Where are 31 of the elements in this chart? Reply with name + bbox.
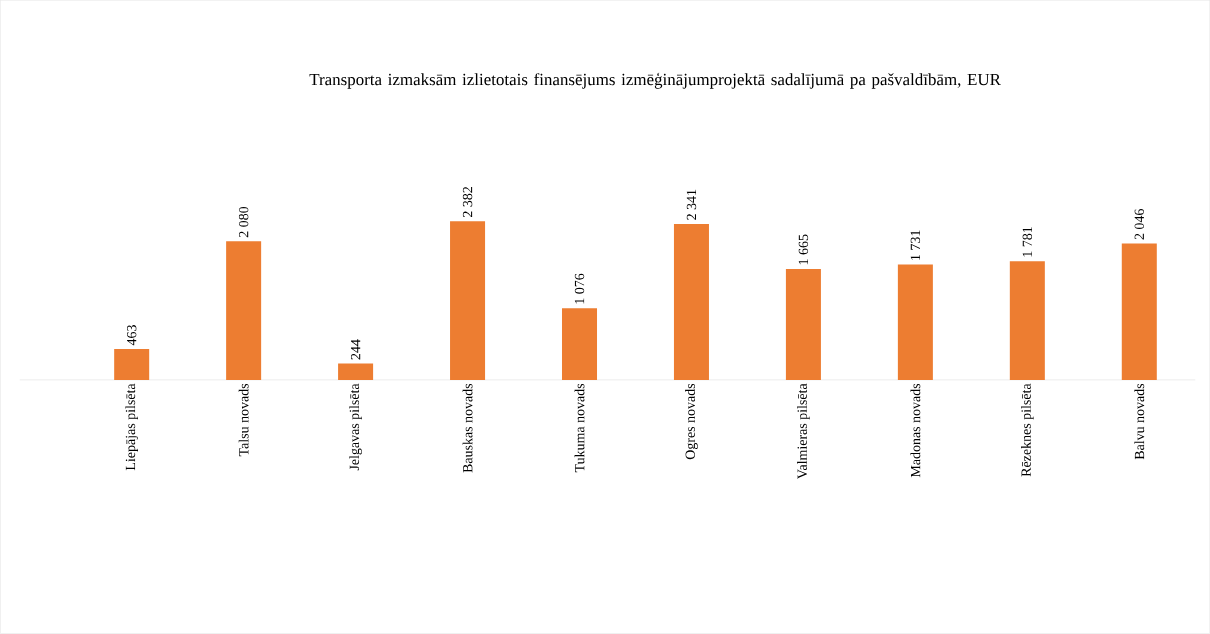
data-label: 1 665 [798, 234, 809, 265]
bar [114, 349, 150, 381]
x-tick-label: Ogres novads [685, 384, 698, 460]
x-tick-label: Talsu novads [238, 384, 249, 457]
data-label: 1 781 [1022, 227, 1033, 257]
bar [673, 224, 709, 381]
data-label: 2 080 [238, 207, 249, 238]
bar [1009, 261, 1045, 381]
data-label: 463 [126, 325, 137, 346]
bar [785, 269, 821, 381]
data-label: 2 382 [462, 187, 473, 218]
bar [226, 241, 262, 381]
chart-title: Transporta izmaksām izlietotais finansējums izmēģinājumprojektā sadalījumā pa pašvaldībām, EUR [309, 72, 1001, 89]
bar [897, 264, 933, 381]
x-tick-label: Rēzeknes pilsēta [1021, 383, 1034, 477]
bar [450, 221, 486, 381]
bar [562, 308, 598, 381]
x-tick-label: Balvu novads [1134, 384, 1145, 460]
data-label: 2 046 [1134, 209, 1144, 240]
x-tick-label: Tukuma novads [574, 384, 585, 473]
data-label: 2 341 [686, 189, 697, 220]
data-label: 1 076 [574, 273, 585, 304]
x-tick-label: Bauskas novads [462, 384, 473, 473]
x-tick-label: Jelgavas pilsēta [349, 383, 362, 471]
bar [338, 363, 374, 381]
x-tick-label: Madonas novads [910, 384, 921, 478]
x-tick-label: Valmieras pilsēta [797, 383, 810, 480]
bar [1121, 243, 1157, 381]
x-tick-label: Liepājas pilsēta [125, 383, 138, 471]
data-label: 244 [350, 339, 361, 360]
data-label: 1 731 [910, 230, 921, 260]
